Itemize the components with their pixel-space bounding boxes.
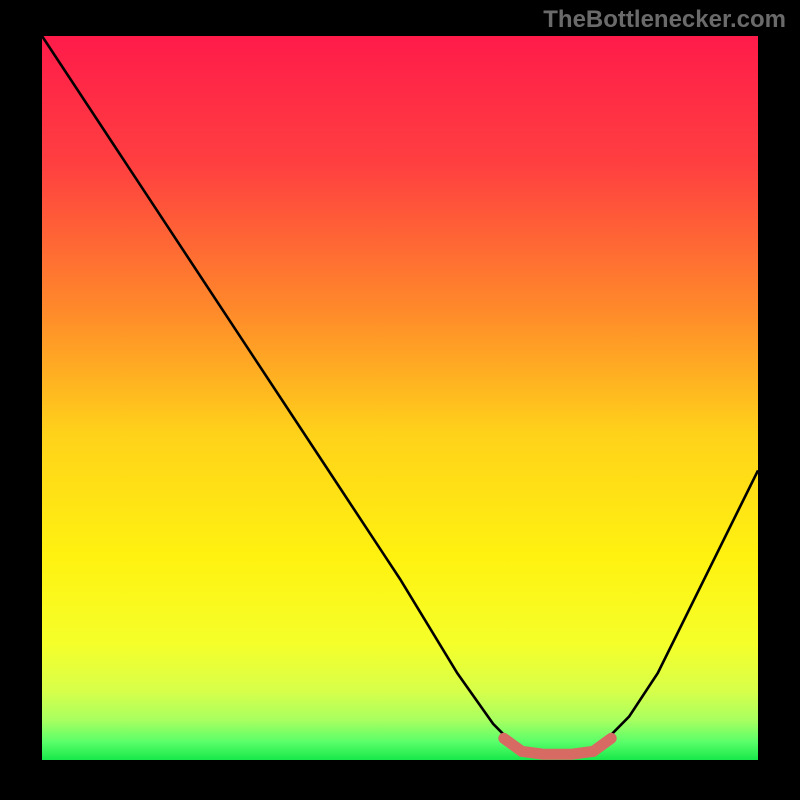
gradient-panel xyxy=(42,36,758,760)
watermark-text: TheBottlenecker.com xyxy=(543,6,786,34)
chart-frame: TheBottlenecker.com xyxy=(0,0,800,800)
bottleneck-chart xyxy=(42,36,758,760)
